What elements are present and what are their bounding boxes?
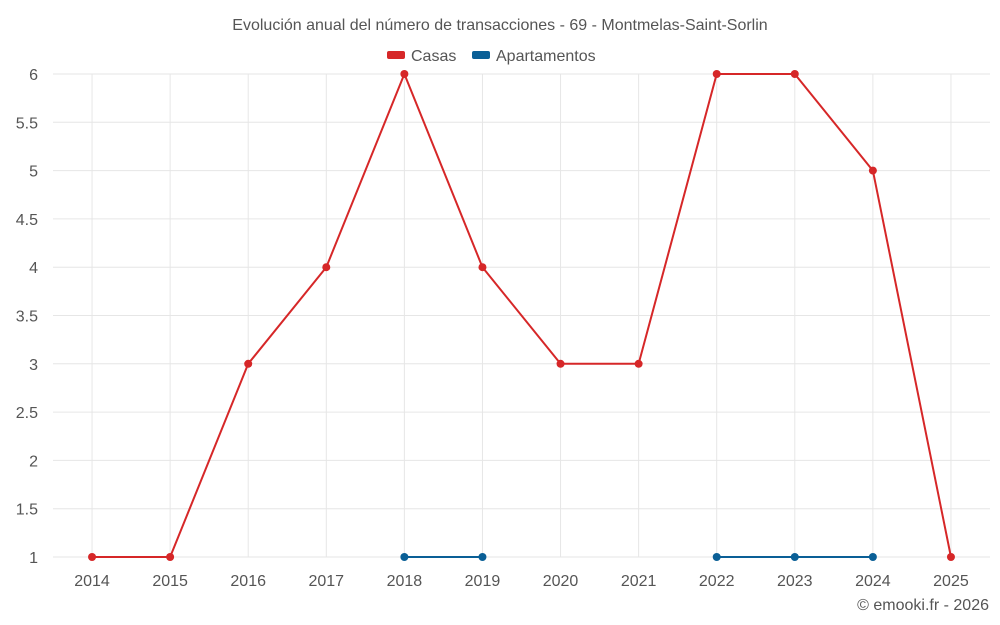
y-tick-label: 6: [29, 67, 38, 84]
x-tick-label: 2014: [74, 573, 110, 590]
legend-item-apartamentos[interactable]: Apartamentos: [472, 48, 596, 65]
data-point-apartamentos-2022[interactable]: [712, 553, 721, 561]
y-tick-label: 3.5: [16, 309, 38, 326]
y-tick-label: 5: [29, 164, 38, 181]
x-tick-label: 2016: [230, 573, 266, 590]
x-tick-label: 2021: [621, 573, 657, 590]
series-casas: [88, 70, 955, 561]
data-point-apartamentos-2023[interactable]: [790, 553, 799, 561]
y-tick-label: 5.5: [16, 115, 38, 132]
x-tick-label: 2023: [777, 573, 813, 590]
x-tick-label: 2022: [699, 573, 735, 590]
data-point-casas-2023[interactable]: [790, 70, 799, 78]
credit-text: © emooki.fr - 2026: [857, 597, 989, 614]
y-tick-label: 2: [29, 453, 38, 470]
legend: Casas Apartamentos: [387, 48, 596, 65]
y-tick-label: 3: [29, 357, 38, 374]
legend-item-casas[interactable]: Casas: [387, 48, 456, 65]
data-point-casas-2022[interactable]: [712, 70, 721, 78]
data-point-apartamentos-2019[interactable]: [478, 553, 487, 561]
data-point-casas-2017[interactable]: [322, 263, 331, 272]
data-point-casas-2016[interactable]: [244, 359, 253, 368]
x-tick-label: 2015: [152, 573, 188, 590]
x-tick-label: 2018: [387, 573, 423, 590]
data-point-casas-2015[interactable]: [166, 553, 175, 561]
y-tick-label: 1.5: [16, 502, 38, 519]
x-tick-label: 2017: [308, 573, 344, 590]
x-tick-label: 2025: [933, 573, 969, 590]
series-line-casas: [91, 73, 952, 558]
data-point-casas-2020[interactable]: [556, 359, 565, 368]
data-point-casas-2024[interactable]: [868, 166, 877, 175]
data-point-apartamentos-2018[interactable]: [400, 553, 409, 561]
y-tick-label: 2.5: [16, 405, 38, 422]
y-axis: 1 1.5 2 2.5 3 3.5 4 4.5 5 5.5 6: [16, 67, 38, 567]
x-axis: 2014 2015 2016 2017 2018 2019 2020 2021 2022 2023…: [74, 573, 969, 590]
data-point-casas-2019[interactable]: [478, 263, 487, 272]
data-point-casas-2014[interactable]: [88, 553, 97, 561]
data-point-casas-2021[interactable]: [634, 359, 643, 368]
x-tick-label: 2024: [855, 573, 891, 590]
data-point-casas-2025[interactable]: [946, 553, 955, 561]
legend-label-casas: Casas: [411, 48, 456, 65]
y-tick-label: 4.5: [16, 212, 38, 229]
data-point-apartamentos-2024[interactable]: [868, 553, 877, 561]
data-point-casas-2018[interactable]: [400, 70, 409, 78]
x-tick-label: 2020: [543, 573, 579, 590]
y-tick-label: 4: [29, 260, 38, 277]
series-apartamentos: [400, 553, 877, 561]
grid: [53, 73, 990, 558]
legend-swatch-apartamentos: [472, 51, 490, 59]
series-layer: [88, 70, 955, 561]
legend-label-apartamentos: Apartamentos: [496, 48, 596, 65]
legend-swatch-casas: [387, 51, 405, 59]
chart-title: Evolución anual del número de transaccio…: [232, 17, 767, 34]
y-tick-label: 1: [29, 550, 38, 567]
x-tick-label: 2019: [465, 573, 501, 590]
